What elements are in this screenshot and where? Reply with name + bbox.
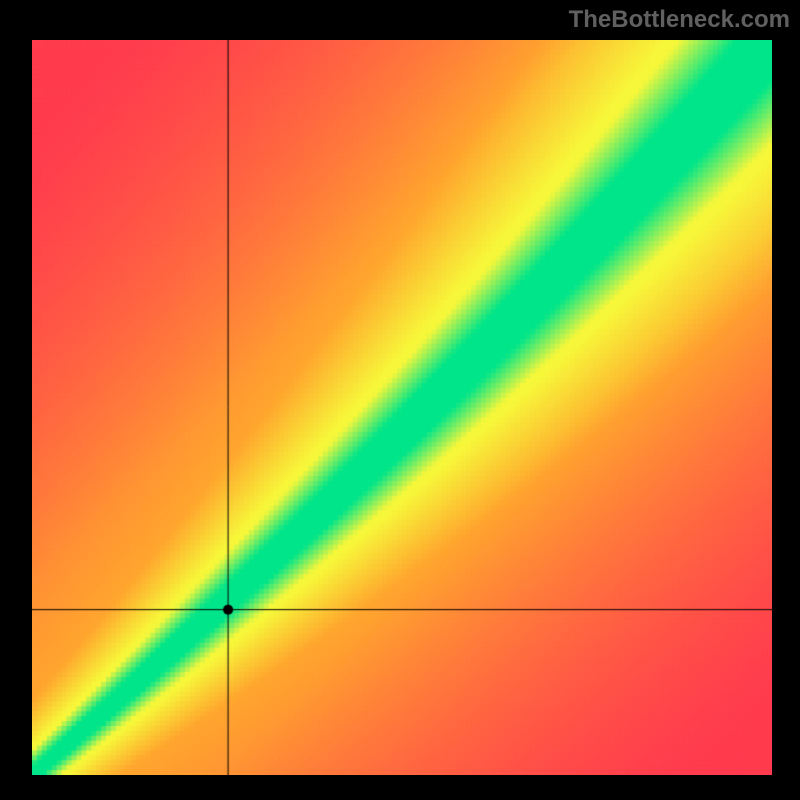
heatmap-canvas bbox=[32, 40, 772, 775]
watermark-text: TheBottleneck.com bbox=[569, 6, 790, 34]
bottleneck-plot bbox=[32, 40, 772, 775]
